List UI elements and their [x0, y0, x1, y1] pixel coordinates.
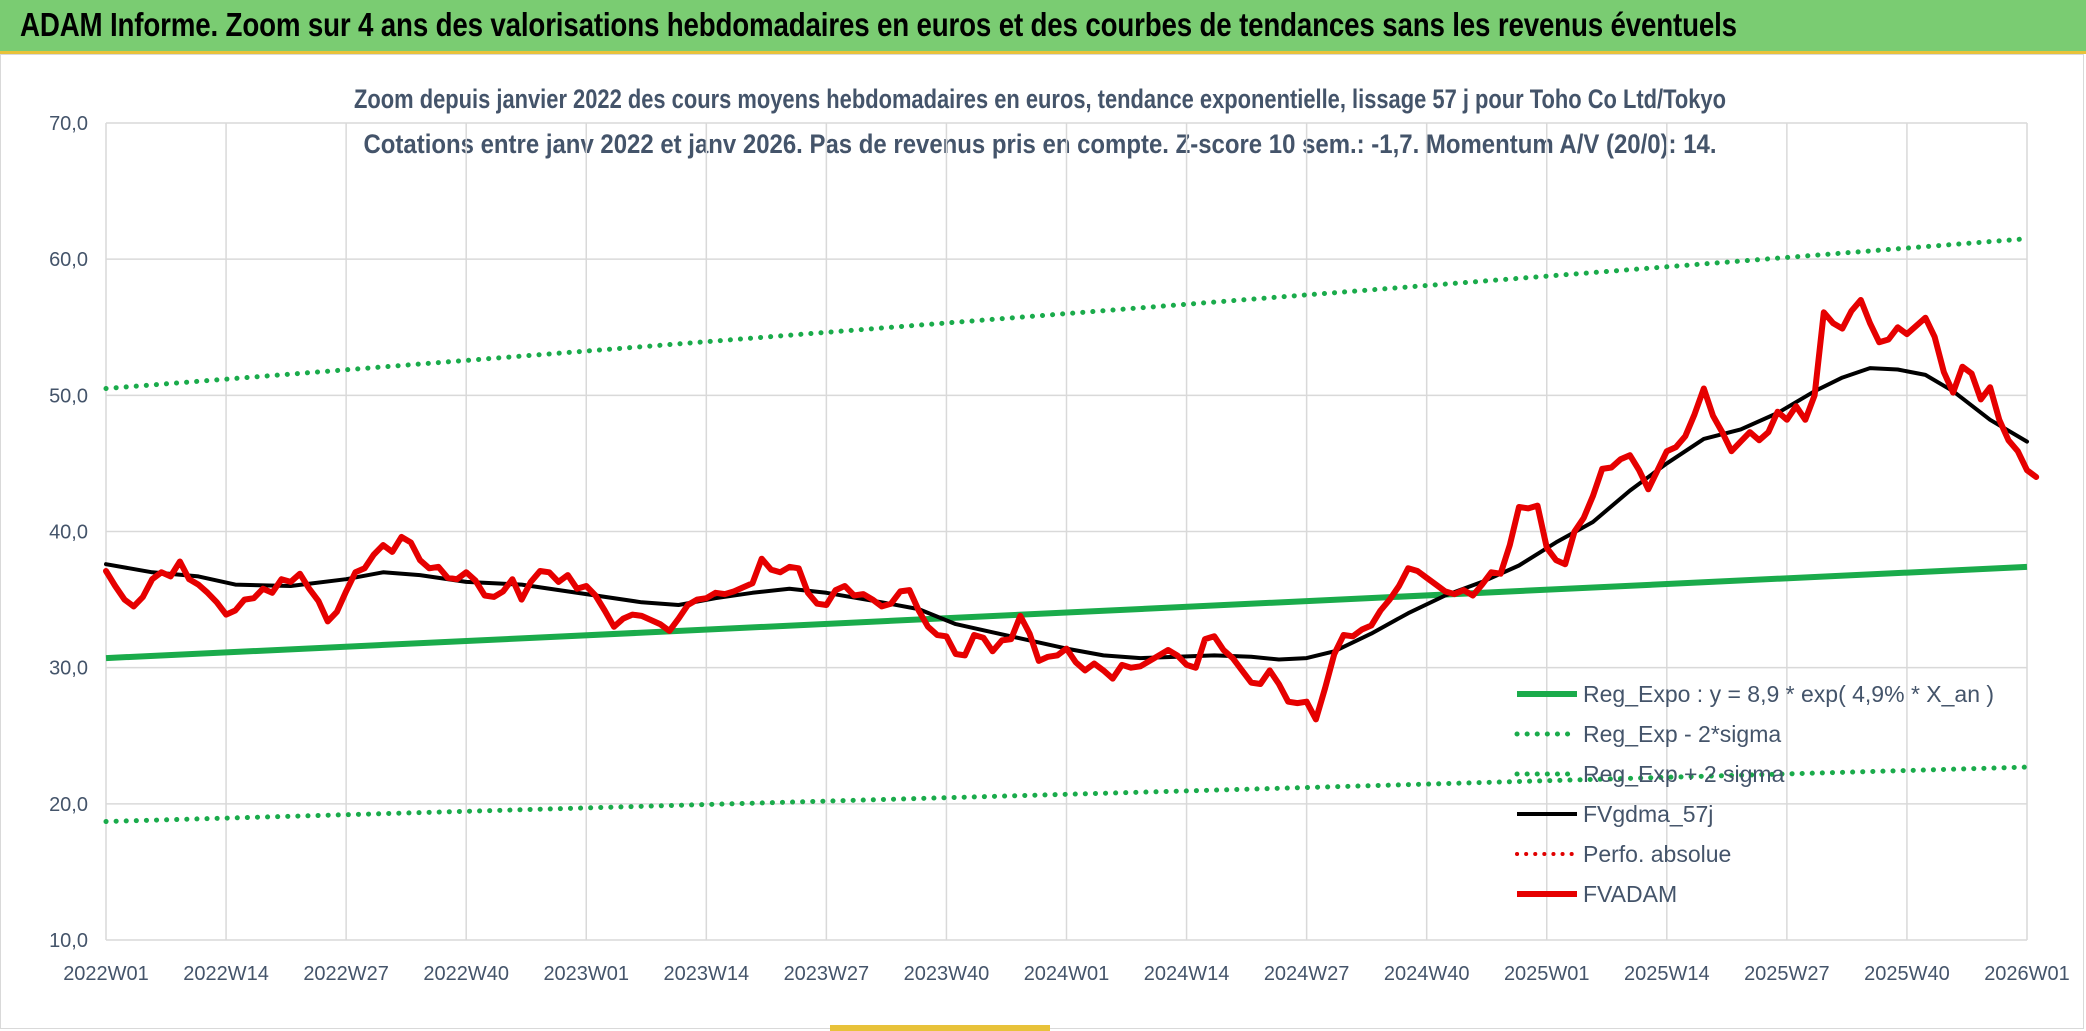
chart-title-line1: Zoom depuis janvier 2022 des cours moyen… — [354, 84, 1726, 114]
x-tick-label: 2022W40 — [423, 963, 509, 985]
header-banner: ADAM Informe. Zoom sur 4 ans des valoris… — [0, 0, 2086, 54]
legend-label-reg: Reg_Expo : y = 8,9 * exp( 4,9% * X_an ) — [1583, 681, 1994, 707]
x-tick-label: 2024W01 — [1024, 963, 1110, 985]
legend-label-plus: Reg_Exp + 2 sigma — [1583, 761, 1785, 787]
x-tick-label: 2022W14 — [183, 963, 269, 985]
bottom-accent — [830, 1025, 1050, 1031]
legend-label-fvadam: FVADAM — [1583, 881, 1677, 907]
x-tick-label: 2022W01 — [63, 963, 149, 985]
legend-label-perfo: Perfo. absolue — [1583, 841, 1731, 867]
y-tick-label: 60,0 — [49, 249, 88, 271]
series-reg-minus-2sigma — [103, 764, 2030, 824]
x-tick-label: 2023W40 — [904, 963, 990, 985]
x-axis: 2022W01 2022W14 2022W27 2022W40 2023W01 2023W… — [63, 963, 2070, 985]
chart-title-line2: Cotations entre janv 2022 et janv 2026. … — [364, 129, 1717, 159]
series-reg-expo — [105, 563, 2028, 662]
legend-label-minus: Reg_Exp - 2*sigma — [1583, 721, 1781, 747]
y-tick-label: 50,0 — [49, 385, 88, 407]
x-tick-label: 2023W14 — [664, 963, 750, 985]
series-fvadam — [103, 297, 2040, 723]
grid — [105, 122, 2028, 941]
y-axis: 10,0 20,0 30,0 40,0 50,0 60,0 70,0 — [49, 113, 88, 952]
y-tick-label: 20,0 — [49, 794, 88, 816]
x-tick-label: 2024W14 — [1144, 963, 1230, 985]
x-tick-label: 2025W27 — [1744, 963, 1830, 985]
x-tick-label: 2024W27 — [1264, 963, 1350, 985]
x-tick-label: 2025W01 — [1504, 963, 1590, 985]
legend-label-fvgdma: FVgdma_57j — [1583, 801, 1713, 827]
x-tick-label: 2025W14 — [1624, 963, 1710, 985]
page-title: ADAM Informe. Zoom sur 4 ans des valoris… — [20, 6, 1737, 43]
legend: Reg_Expo : y = 8,9 * exp( 4,9% * X_an ) R… — [1514, 681, 1994, 907]
x-tick-label: 2025W40 — [1864, 963, 1950, 985]
x-tick-label: 2023W01 — [543, 963, 629, 985]
series-reg-plus-2sigma — [103, 236, 2030, 391]
x-tick-label: 2023W27 — [784, 963, 870, 985]
x-tick-label: 2024W40 — [1384, 963, 1470, 985]
x-tick-label: 2026W01 — [1984, 963, 2070, 985]
series-group — [103, 236, 2040, 824]
y-tick-label: 30,0 — [49, 658, 88, 680]
x-tick-label: 2022W27 — [303, 963, 389, 985]
y-tick-label: 40,0 — [49, 522, 88, 544]
y-tick-label: 10,0 — [49, 930, 88, 952]
y-tick-label: 70,0 — [49, 113, 88, 135]
